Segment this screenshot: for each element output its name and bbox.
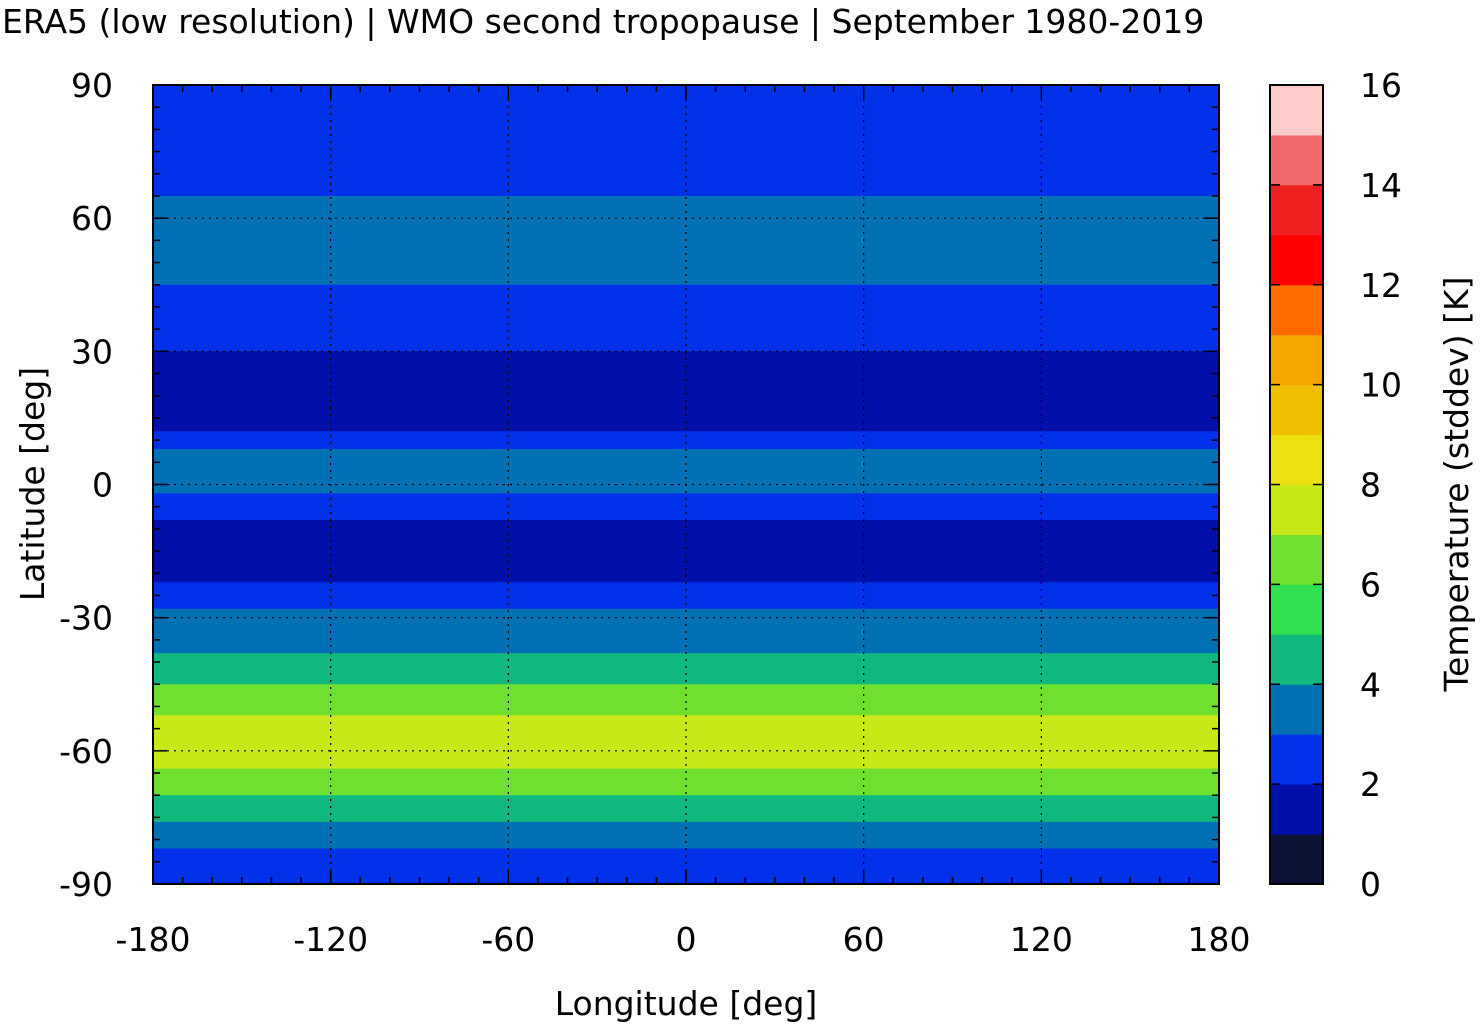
colorbar-segment xyxy=(1270,284,1323,336)
minor-ticks xyxy=(152,84,1220,885)
colorbar-tick-label: 10 xyxy=(1360,366,1402,405)
colorbar-tick-label: 12 xyxy=(1360,266,1402,305)
x-tick-label: 120 xyxy=(1010,920,1073,959)
y-tick-label: 30 xyxy=(71,332,113,371)
heatmap-band xyxy=(153,551,1219,583)
colorbar-tick-label: 8 xyxy=(1360,466,1381,505)
colorbar-tick-label: 6 xyxy=(1360,565,1381,604)
x-tick-labels: -180 -120 -60 0 60 120 180 xyxy=(116,920,1251,959)
y-tick-label: -30 xyxy=(59,599,113,638)
colorbar-segment xyxy=(1270,734,1323,785)
x-tick-label: -120 xyxy=(293,920,368,959)
heatmap-band xyxy=(153,284,1219,330)
colorbar-segment xyxy=(1270,534,1323,585)
y-tick-label: -90 xyxy=(59,865,113,904)
y-tick-label: 60 xyxy=(71,199,113,238)
heatmap-band xyxy=(153,684,1219,716)
heatmap-band xyxy=(153,582,1219,610)
colorbar-segment xyxy=(1270,434,1323,485)
y-tick-label: -60 xyxy=(59,732,113,771)
colorbar-segment xyxy=(1270,384,1323,436)
colorbar-segment xyxy=(1270,634,1323,685)
heatmap-band xyxy=(153,329,1219,352)
y-tick-label: 0 xyxy=(92,466,113,505)
colorbar-tick-label: 2 xyxy=(1360,765,1381,804)
colorbar-tick-label: 4 xyxy=(1360,665,1381,704)
x-tick-label: 60 xyxy=(843,920,885,959)
colorbar-segment xyxy=(1270,334,1323,386)
x-tick-label: -60 xyxy=(481,920,535,959)
heatmap-band xyxy=(153,715,1219,770)
colorbar-segment xyxy=(1270,134,1323,186)
x-tick-label: 0 xyxy=(676,920,697,959)
colorbar-segment xyxy=(1270,184,1323,236)
heatmap-band xyxy=(153,768,1219,796)
colorbar-segment xyxy=(1270,684,1323,735)
colorbar-segment xyxy=(1270,834,1323,885)
grid-lines xyxy=(153,85,1219,884)
y-axis-label: Latitude [deg] xyxy=(13,367,52,601)
heatmap-band xyxy=(153,520,1219,552)
chart-title: ERA5 (low resolution) | WMO second tropo… xyxy=(2,2,1204,41)
x-tick-label: 180 xyxy=(1188,920,1251,959)
colorbar-tick-label: 0 xyxy=(1360,865,1381,904)
colorbar-segment xyxy=(1270,85,1323,136)
colorbar-tick-label: 16 xyxy=(1360,66,1402,105)
colorbar-tick-label: 14 xyxy=(1360,166,1402,205)
colorbar xyxy=(1270,85,1323,885)
y-tick-labels: 90 60 30 0 -30 -60 -90 xyxy=(59,66,113,904)
colorbar-segment xyxy=(1270,484,1323,535)
colorbar-tick-labels: 0 2 4 6 8 10 12 14 16 xyxy=(1270,66,1402,904)
colorbar-segment xyxy=(1270,234,1323,286)
colorbar-segment xyxy=(1270,584,1323,635)
colorbar-segment xyxy=(1270,784,1323,835)
x-axis-label: Longitude [deg] xyxy=(555,984,818,1023)
x-tick-label: -180 xyxy=(116,920,191,959)
heatmap-band xyxy=(153,653,1219,685)
y-tick-label: 90 xyxy=(71,66,113,105)
heatmap-band xyxy=(153,431,1219,450)
colorbar-label: Temperature (stddev) [K] xyxy=(1437,276,1476,692)
